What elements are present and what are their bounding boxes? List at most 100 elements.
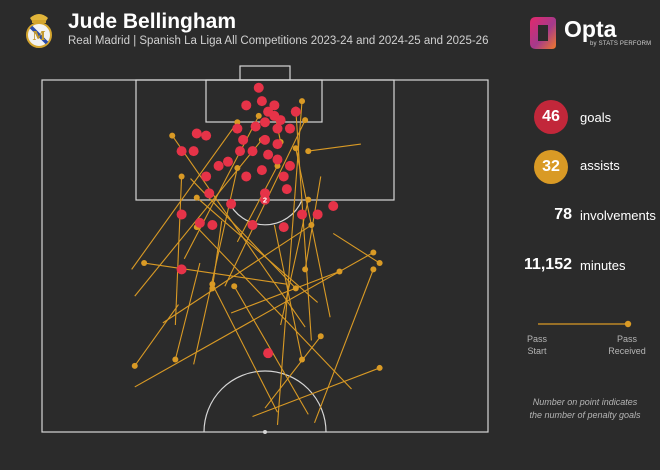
header: M Jude Bellingham Real Madrid | Spanish … (0, 0, 660, 60)
assist-pass-line-3 (276, 101, 303, 426)
assist-pass-line-5 (131, 121, 238, 270)
goal-point-45 (263, 348, 274, 359)
assist-pass-line-16 (144, 262, 287, 285)
goal-point-9 (250, 121, 261, 132)
assist-pass-line-19 (280, 199, 309, 326)
assist-pass-received-point-25 (209, 285, 216, 292)
goal-point-12 (284, 123, 295, 134)
assist-pass-line-31 (174, 262, 201, 360)
goal-point-41 (247, 220, 258, 231)
goal-point-10 (232, 123, 243, 134)
assist-pass-line-29 (134, 304, 179, 367)
real-madrid-crest-icon: M (26, 14, 52, 48)
svg-text:M: M (32, 29, 45, 43)
goal-point-1 (256, 96, 267, 107)
involvements-count: 78 (554, 206, 572, 223)
center-circle-arc (203, 370, 327, 433)
goal-point-2 (241, 100, 252, 111)
assist-pass-line-23 (264, 335, 322, 409)
penalty-count-label: 2 (263, 195, 267, 204)
minutes-count: 11,152 (523, 256, 572, 273)
goal-point-42 (278, 222, 289, 233)
assist-pass-received-point-13 (193, 194, 200, 201)
assist-pass-line-26 (304, 176, 322, 270)
goal-point-37 (297, 209, 308, 220)
assists-label: assists (580, 158, 620, 173)
goal-point-35 (226, 198, 237, 209)
assist-pass-line-7 (134, 139, 263, 297)
assist-pass-received-point-9 (234, 165, 241, 171)
goal (239, 65, 291, 81)
assist-pass-received-point-3 (299, 98, 306, 105)
assist-pass-received-point-14 (274, 162, 281, 169)
assist-pass-line-22 (313, 269, 374, 424)
assist-pass-line-15 (171, 135, 306, 328)
assist-pass-received-point-31 (172, 356, 179, 363)
assist-pass-line-21 (332, 233, 380, 264)
assist-pass-received-point-15 (169, 132, 176, 139)
penalty-note: Number on point indicates the number of … (529, 397, 641, 420)
goal-point-36 (176, 209, 187, 220)
goal-point-16 (260, 134, 270, 145)
assist-pass-received-point-24 (292, 285, 299, 292)
goal-point-29 (278, 171, 289, 182)
goal-point-20 (235, 146, 246, 157)
assist-pass-received-point-12 (209, 281, 216, 288)
assist-pass-received-point-23 (317, 333, 324, 340)
goal-point-17 (272, 139, 283, 150)
goals-count-badge: 46 (534, 100, 568, 134)
goal-point-34 (260, 194, 270, 205)
page-title: Jude Bellingham (68, 10, 237, 33)
goal-point-5 (290, 106, 301, 117)
center-spot (263, 430, 267, 434)
opta-logo-icon (530, 17, 556, 49)
goal-point-13 (191, 128, 202, 139)
assist-pass-line-17 (162, 224, 312, 324)
goal-point-23 (272, 154, 283, 165)
pass-legend-line (538, 320, 632, 328)
goal-point-25 (213, 160, 224, 171)
goal-point-39 (194, 217, 205, 228)
assist-pass-received-point-27 (376, 364, 383, 371)
goal-point-44 (176, 264, 187, 275)
assist-passes (131, 98, 383, 426)
penalty-arc (227, 199, 303, 226)
assist-pass-line-13 (196, 197, 318, 303)
assist-pass-line-1 (295, 148, 331, 318)
goal-point-22 (263, 149, 274, 160)
assist-pass-received-point-22 (370, 266, 377, 273)
goal-point-30 (201, 171, 212, 182)
goal-point-19 (188, 146, 199, 157)
assist-pass-received-point-4 (255, 112, 262, 119)
assist-pass-line-25 (211, 220, 223, 289)
goal-point-24 (222, 156, 233, 167)
legend-pass-start: Pass Start (526, 334, 547, 356)
assist-pass-received-point-1 (292, 145, 299, 152)
assist-pass-received-point-20 (370, 249, 377, 256)
goal-point-31 (281, 184, 292, 195)
assist-pass-received-point-26 (302, 266, 309, 273)
legend-pass-received: Pass Received (608, 334, 646, 356)
assist-pass-received-point-28 (299, 356, 306, 363)
assist-pass-line-14 (236, 165, 278, 243)
assist-pass-line-28 (273, 224, 303, 360)
assist-pass-received-point-5 (234, 119, 241, 126)
assist-pass-line-20 (134, 252, 374, 388)
assist-pass-line-27 (252, 367, 380, 418)
assist-pass-line-18 (230, 270, 340, 314)
minutes-label: minutes (580, 258, 626, 273)
goal-point-33 (204, 188, 215, 199)
brand-name: Opta (564, 16, 617, 42)
goal-point-38 (312, 209, 323, 220)
goal-point-15 (238, 134, 249, 145)
assist-pass-received-point-19 (305, 196, 312, 203)
assist-pass-line-12 (211, 283, 278, 413)
goal-point-40 (207, 220, 218, 231)
goal-point-27 (256, 165, 267, 176)
assist-pass-line-8 (174, 176, 183, 326)
goal-point-28 (241, 171, 252, 182)
goal-points: 2 (176, 82, 339, 359)
page-subtitle: Real Madrid | Spanish La Liga All Compet… (68, 35, 489, 47)
assists-count-badge: 32 (534, 150, 568, 184)
